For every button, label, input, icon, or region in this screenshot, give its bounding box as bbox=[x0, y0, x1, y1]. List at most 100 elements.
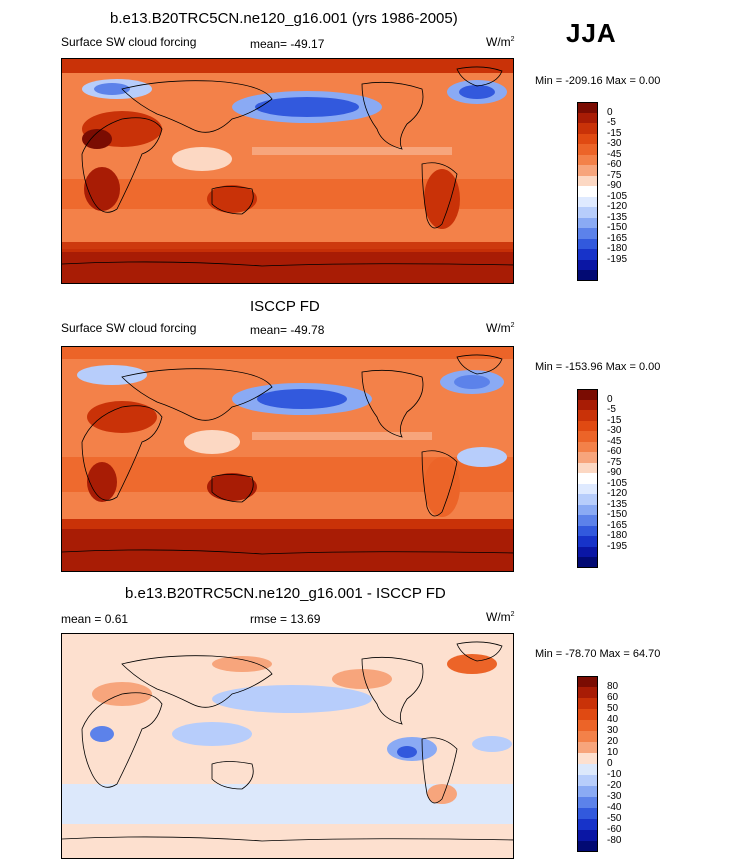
panel-model-title: b.e13.B20TRC5CN.ne120_g16.001 (yrs 1986-… bbox=[110, 10, 458, 27]
panel-obs-colorbar-box bbox=[577, 420, 598, 431]
panel-diff-colorbar-box bbox=[577, 731, 598, 742]
panel-model-colorbar-box bbox=[577, 165, 598, 176]
panel-model-colorbar-box bbox=[577, 154, 598, 165]
panel-model-colorbar-box bbox=[577, 112, 598, 123]
panel-obs-colorbar-tick-label: -15 bbox=[607, 414, 622, 426]
panel-diff-colorbar-tick-label: -60 bbox=[607, 824, 622, 835]
panel-obs-colorbar-box bbox=[577, 494, 598, 505]
season-label: JJA bbox=[566, 18, 617, 48]
panel-model-colorbar-box bbox=[577, 186, 598, 197]
panel-obs-colorbar-tick-label: -30 bbox=[607, 425, 622, 436]
panel-model-colorbar-box bbox=[577, 217, 598, 228]
panel-model-colorbar-tick-label: -195 bbox=[607, 253, 628, 265]
panel-model-colorbar-tick-label: -45 bbox=[607, 148, 622, 160]
panel-model-colorbar-tick-label: -135 bbox=[607, 211, 628, 223]
panel-model-colorbar-tick-label: -30 bbox=[607, 138, 622, 149]
panel-obs-colorbar-box bbox=[577, 389, 598, 400]
panel-obs-colorbar-tick-label: 0 bbox=[607, 393, 613, 405]
panel-model-colorbar-box bbox=[577, 249, 598, 260]
panel-diff-colorbar-tick-label: -30 bbox=[607, 791, 622, 802]
panel-model-variable-label: Surface SW cloud forcing bbox=[61, 35, 197, 49]
panel-model-colorbar-box bbox=[577, 102, 598, 113]
panel-diff-colorbar-box bbox=[577, 764, 598, 775]
panel-obs-colorbar-tick-label: -180 bbox=[607, 530, 628, 541]
panel-obs-units: W/m2 bbox=[486, 321, 515, 335]
panel-obs-map-graphic bbox=[62, 347, 513, 571]
panel-diff-colorbar-tick-label: 50 bbox=[607, 703, 619, 714]
panel-obs-colorbar-box bbox=[577, 452, 598, 463]
panel-diff-rmse-label: rmse = 13.69 bbox=[250, 612, 321, 626]
panel-obs-minmax: Min = -153.96 Max = 0.00 bbox=[535, 361, 661, 373]
panel-diff-colorbar-box bbox=[577, 698, 598, 709]
panel-model-colorbar-box bbox=[577, 196, 598, 207]
panel-model-colorbar-box bbox=[577, 270, 598, 281]
panel-model-colorbar-tick-label: -60 bbox=[607, 159, 622, 170]
panel-diff-map bbox=[61, 633, 514, 859]
panel-obs-colorbar-box bbox=[577, 483, 598, 494]
panel-model-colorbar-box bbox=[577, 259, 598, 270]
panel-model-colorbar-box bbox=[577, 123, 598, 134]
panel-obs-colorbar-tick-label: -105 bbox=[607, 477, 628, 489]
panel-diff-colorbar-tick-label: -10 bbox=[607, 769, 622, 780]
panel-obs-colorbar-box bbox=[577, 515, 598, 526]
panel-model-colorbar-tick-label: 0 bbox=[607, 106, 613, 118]
panel-diff-colorbar-tick-label: -50 bbox=[607, 813, 622, 824]
panel-diff-colorbar-tick-label: -40 bbox=[607, 802, 622, 813]
panel-obs-colorbar-tick-label: -90 bbox=[607, 467, 622, 478]
panel-obs-colorbar-box bbox=[577, 504, 598, 515]
panel-model-colorbar-tick-label: -120 bbox=[607, 201, 628, 212]
panel-model-mean-label: mean= -49.17 bbox=[250, 37, 325, 51]
panel-diff-colorbar-box bbox=[577, 709, 598, 720]
panel-obs-colorbar-tick-label: -195 bbox=[607, 540, 628, 552]
panel-obs-colorbar-tick-label: -60 bbox=[607, 446, 622, 457]
panel-obs-colorbar-box bbox=[577, 546, 598, 557]
panel-obs-colorbar-box bbox=[577, 431, 598, 442]
panel-diff-title: b.e13.B20TRC5CN.ne120_g16.001 - ISCCP FD bbox=[125, 585, 446, 602]
panel-model-map-graphic bbox=[62, 59, 513, 283]
panel-diff-colorbar-box bbox=[577, 720, 598, 731]
panel-obs-colorbar bbox=[577, 389, 598, 568]
panel-model-colorbar-box bbox=[577, 228, 598, 239]
panel-diff-colorbar-box bbox=[577, 808, 598, 819]
panel-diff-colorbar-box bbox=[577, 775, 598, 786]
panel-model-colorbar-tick-label: -15 bbox=[607, 127, 622, 139]
panel-model-colorbar bbox=[577, 102, 598, 281]
panel-obs-colorbar-box bbox=[577, 473, 598, 484]
panel-model-minmax: Min = -209.16 Max = 0.00 bbox=[535, 75, 661, 87]
panel-obs-colorbar-tick-label: -165 bbox=[607, 519, 628, 531]
panel-obs-mean-label: mean= -49.78 bbox=[250, 323, 325, 337]
panel-obs-colorbar-tick-label: -45 bbox=[607, 435, 622, 447]
panel-diff-units: W/m2 bbox=[486, 610, 515, 624]
panel-diff-minmax: Min = -78.70 Max = 64.70 bbox=[535, 648, 661, 660]
panel-obs-variable-label: Surface SW cloud forcing bbox=[61, 321, 197, 335]
panel-model-colorbar-tick-label: -75 bbox=[607, 169, 622, 181]
panel-obs-colorbar-box bbox=[577, 441, 598, 452]
panel-model-colorbar-tick-label: -5 bbox=[607, 117, 616, 128]
panel-diff-colorbar-tick-label: 20 bbox=[607, 736, 619, 747]
panel-diff-colorbar-tick-label: 10 bbox=[607, 747, 619, 758]
panel-diff-colorbar-box bbox=[577, 797, 598, 808]
panel-model-colorbar-tick-label: -180 bbox=[607, 243, 628, 254]
panel-obs-colorbar-box bbox=[577, 525, 598, 536]
panel-diff-colorbar-tick-label: -80 bbox=[607, 835, 622, 846]
panel-diff-colorbar-box bbox=[577, 841, 598, 852]
panel-obs-colorbar-tick-label: -135 bbox=[607, 498, 628, 510]
panel-obs-colorbar-tick-label: -150 bbox=[607, 509, 628, 520]
panel-model-colorbar-box bbox=[577, 133, 598, 144]
panel-diff-colorbar-box bbox=[577, 830, 598, 841]
panel-obs-map bbox=[61, 346, 514, 572]
panel-obs-colorbar-box bbox=[577, 536, 598, 547]
panel-diff-mean-label: mean = 0.61 bbox=[61, 612, 129, 626]
panel-model-map bbox=[61, 58, 514, 284]
panel-obs-title: ISCCP FD bbox=[250, 298, 320, 315]
panel-diff-colorbar-tick-label: 80 bbox=[607, 681, 619, 692]
panel-diff-colorbar-tick-label: 0 bbox=[607, 758, 613, 769]
panel-obs-colorbar-box bbox=[577, 399, 598, 410]
panel-diff-colorbar-box bbox=[577, 742, 598, 753]
panel-diff-colorbar-tick-label: -20 bbox=[607, 780, 622, 791]
panel-obs-colorbar-box bbox=[577, 462, 598, 473]
panel-obs-colorbar-tick-label: -75 bbox=[607, 456, 622, 468]
panel-model-colorbar-tick-label: -90 bbox=[607, 180, 622, 191]
panel-model-colorbar-tick-label: -150 bbox=[607, 222, 628, 233]
panel-diff-colorbar-box bbox=[577, 786, 598, 797]
